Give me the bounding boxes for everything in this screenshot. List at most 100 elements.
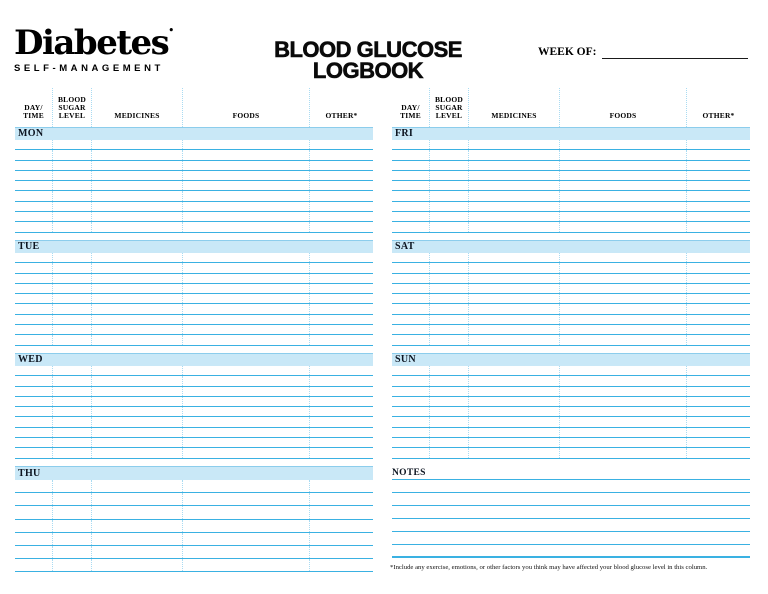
log-cell [560,396,687,407]
log-cell [15,366,53,376]
log-cell [53,506,92,519]
log-cell [310,253,373,262]
day-label: SAT [395,241,415,252]
log-cell [53,366,92,376]
log-cell [183,545,310,559]
log-cell [92,150,183,160]
log-cell [560,160,687,170]
day-label: THU [18,467,41,479]
page-title-line2: LOGBOOK [312,58,424,83]
log-cell [183,506,310,519]
log-cell [92,222,183,232]
log-cell [687,325,750,334]
log-cell [183,150,310,160]
log-cell [392,366,430,376]
log-cell [392,314,430,325]
log-cell [430,386,469,396]
log-cell [183,263,310,273]
log-cell [430,181,469,191]
log-cell [310,506,373,518]
log-row [15,263,373,274]
log-cell [430,222,469,232]
log-row [392,335,750,346]
log-row [392,407,750,418]
log-cell [92,140,183,150]
column-header-foods: FOODS [560,88,687,127]
column-header-blood-sugar-level: BLOOD SUGAR LEVEL [53,88,92,127]
log-cell [15,160,53,170]
log-cell [183,140,310,150]
log-row [15,376,373,387]
log-row [15,407,373,418]
log-cell [687,212,750,221]
log-cell [392,170,430,181]
log-cell [310,212,373,221]
log-cell [430,417,469,427]
log-cell [430,160,469,170]
log-cell [53,396,92,407]
brand-name: Diabetes• [14,25,184,61]
log-cell [430,150,469,160]
log-cell [430,427,469,438]
log-cell [430,407,469,417]
log-cell [310,387,373,396]
log-cell [469,181,560,191]
log-cell [53,212,92,222]
log-cell [15,273,53,283]
log-cell [687,407,750,416]
log-cell [469,253,560,263]
right-day-sections: FRI SAT SUN [392,127,750,466]
log-cell [392,222,430,232]
column-header-medicines: MEDICINES [469,88,560,127]
log-cell [15,253,53,263]
notes-rows [392,480,750,558]
log-row [392,427,750,439]
log-cell [53,191,92,201]
log-cell [392,201,430,212]
log-cell [687,171,750,180]
log-cell [183,532,310,545]
log-cell [183,386,310,396]
week-of-label: WEEK OF: [538,46,597,58]
log-cell [53,314,92,325]
log-cell [310,559,373,571]
log-cell [53,438,92,448]
log-cell [469,283,560,294]
log-row [15,417,373,428]
day-label: WED [18,354,43,365]
log-cell [430,366,469,376]
log-cell [560,191,687,201]
log-table-right: DAY/TIME BLOOD SUGAR LEVEL MEDICINES FOODS… [392,88,750,558]
log-cell [92,314,183,325]
log-cell [53,532,92,545]
day-section-thu: THU [15,466,373,572]
log-cell [560,263,687,273]
log-cell [392,283,430,294]
log-cell [15,427,53,438]
log-cell [687,202,750,211]
log-row [392,506,750,519]
day-section-mon: MON [15,127,373,240]
log-cell [687,304,750,313]
log-cell [310,140,373,149]
log-cell [183,191,310,201]
log-cell [430,304,469,314]
log-cell [560,273,687,283]
log-cell [53,283,92,294]
day-section-wed: WED [15,353,373,466]
log-row [392,150,750,161]
log-cell [560,448,687,458]
log-cell [560,222,687,232]
log-cell [687,222,750,231]
log-cell [310,448,373,457]
log-row [392,140,750,151]
log-cell [92,366,183,376]
log-cell [183,559,310,572]
log-cell [15,396,53,407]
log-cell [392,386,430,396]
log-row [392,376,750,387]
log-cell [15,386,53,396]
log-cell [430,212,469,222]
log-cell [15,532,53,545]
log-cell [469,438,560,448]
